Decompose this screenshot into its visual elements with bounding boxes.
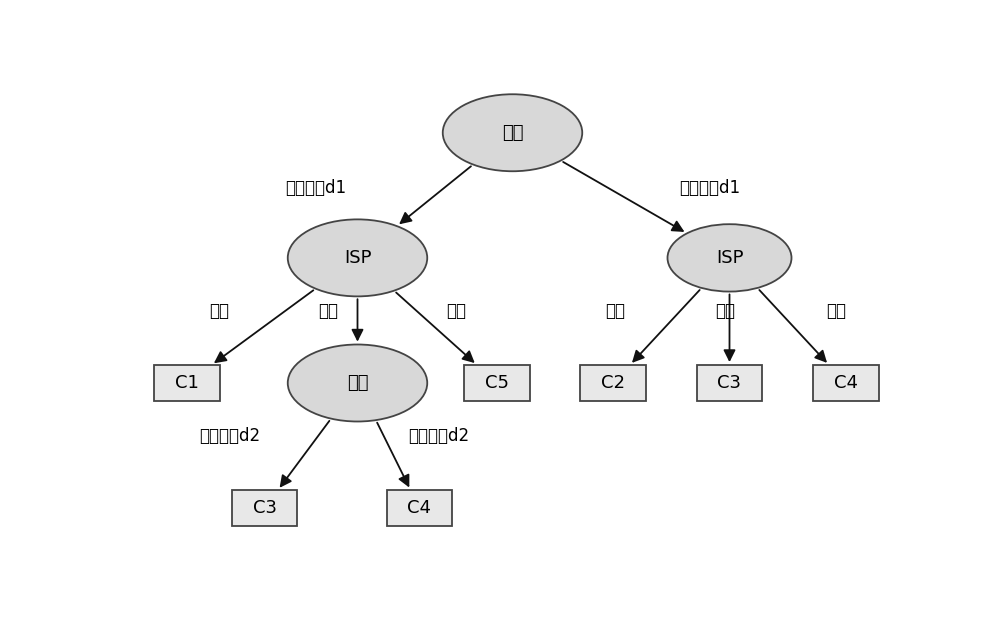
Text: 距离小于d2: 距离小于d2	[200, 427, 261, 445]
Text: 距离大于d2: 距离大于d2	[408, 427, 469, 445]
Text: 联通: 联通	[318, 302, 338, 320]
FancyBboxPatch shape	[697, 365, 762, 401]
FancyBboxPatch shape	[154, 365, 220, 401]
Ellipse shape	[288, 344, 427, 421]
Text: C4: C4	[834, 374, 858, 392]
Text: 距离大于d1: 距离大于d1	[679, 179, 740, 197]
Ellipse shape	[668, 224, 792, 291]
FancyBboxPatch shape	[232, 490, 297, 526]
Text: C4: C4	[408, 499, 432, 517]
FancyBboxPatch shape	[813, 365, 879, 401]
Text: ISP: ISP	[344, 249, 371, 267]
Text: 电信: 电信	[210, 302, 230, 320]
Text: 移动: 移动	[447, 302, 467, 320]
Text: C1: C1	[175, 374, 199, 392]
Text: 联通: 联通	[716, 302, 736, 320]
Text: 电信: 电信	[605, 302, 625, 320]
Ellipse shape	[288, 219, 427, 296]
Text: C3: C3	[718, 374, 742, 392]
Text: ISP: ISP	[716, 249, 743, 267]
Text: 距离: 距离	[347, 374, 368, 392]
FancyBboxPatch shape	[387, 490, 452, 526]
Text: C2: C2	[601, 374, 625, 392]
Ellipse shape	[443, 94, 582, 171]
Text: 距离: 距离	[502, 124, 523, 142]
Text: 距离小于d1: 距离小于d1	[285, 179, 346, 197]
Text: C3: C3	[252, 499, 276, 517]
FancyBboxPatch shape	[464, 365, 530, 401]
Text: 移动: 移动	[826, 302, 846, 320]
FancyBboxPatch shape	[580, 365, 646, 401]
Text: C5: C5	[485, 374, 509, 392]
